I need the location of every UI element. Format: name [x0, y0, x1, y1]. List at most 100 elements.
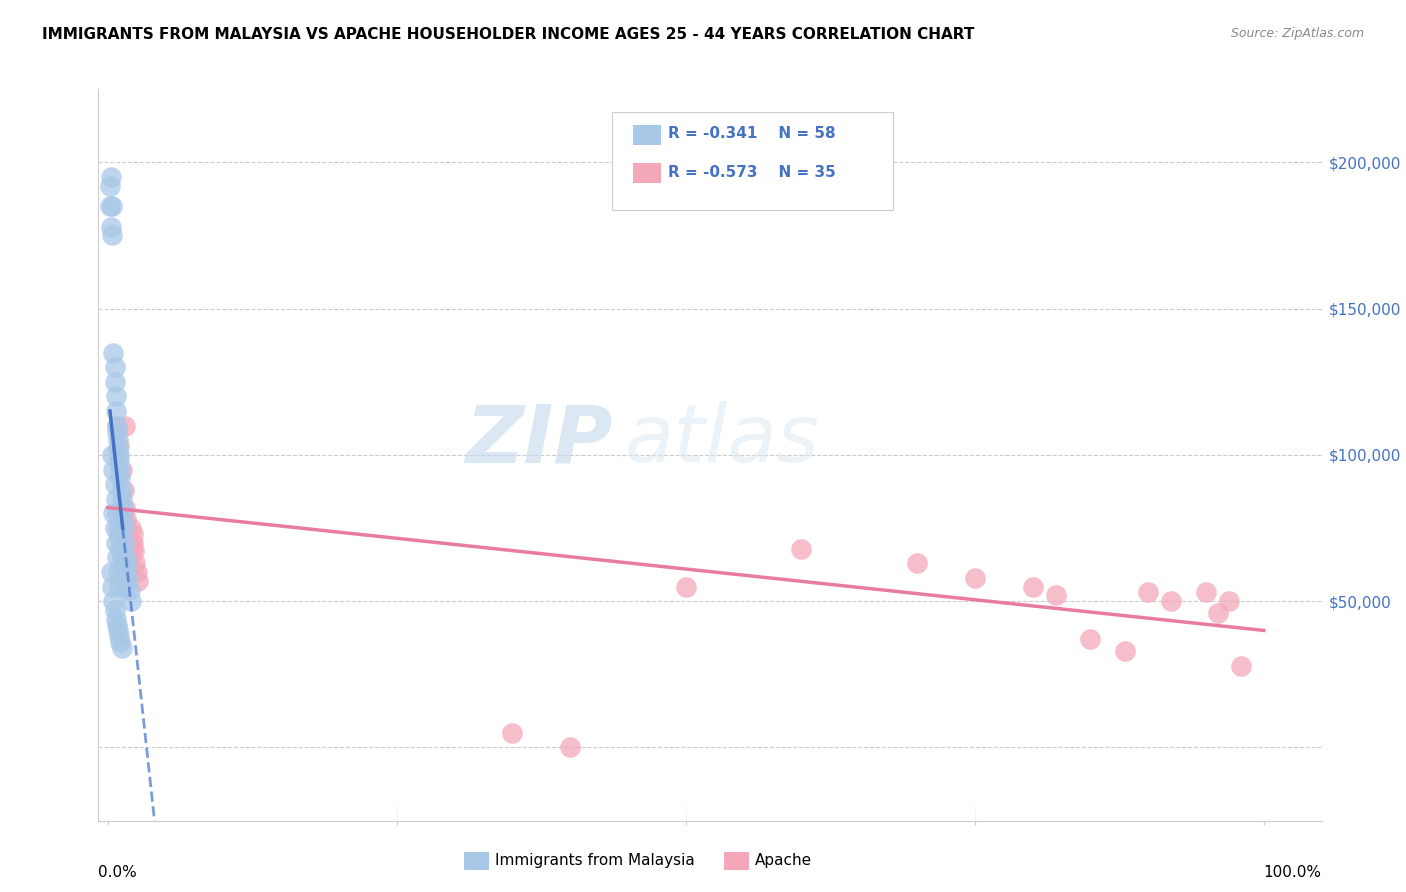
- Point: [110, 462, 132, 476]
- Point: [120, 535, 142, 549]
- Text: ZIP: ZIP: [465, 401, 612, 479]
- Point: [110, 541, 132, 556]
- Point: [107, 434, 129, 448]
- Point: [105, 550, 128, 565]
- Point: [1114, 644, 1136, 658]
- Point: [110, 640, 132, 655]
- Text: Source: ZipAtlas.com: Source: ZipAtlas.com: [1230, 27, 1364, 40]
- Text: Immigrants from Malaysia: Immigrants from Malaysia: [495, 854, 695, 868]
- Point: [111, 500, 134, 515]
- Point: [101, 228, 124, 243]
- Point: [114, 580, 136, 594]
- Point: [122, 544, 145, 558]
- Point: [104, 612, 127, 626]
- Point: [100, 219, 122, 234]
- Point: [114, 418, 136, 433]
- Point: [104, 404, 127, 418]
- Point: [114, 535, 136, 549]
- Point: [107, 624, 129, 638]
- Point: [1218, 594, 1240, 608]
- Point: [790, 541, 813, 556]
- Y-axis label: Householder Income Ages 25 - 44 years: Householder Income Ages 25 - 44 years: [0, 301, 7, 608]
- Point: [105, 418, 128, 433]
- Point: [115, 550, 138, 565]
- Point: [118, 559, 141, 574]
- Point: [110, 462, 132, 476]
- Point: [1137, 585, 1160, 599]
- Point: [112, 483, 135, 497]
- Point: [120, 594, 142, 608]
- Point: [905, 556, 928, 570]
- Point: [108, 530, 131, 544]
- Point: [1206, 606, 1229, 620]
- Point: [104, 521, 127, 535]
- Point: [104, 535, 127, 549]
- Point: [104, 603, 127, 617]
- Point: [100, 565, 122, 579]
- Point: [112, 521, 135, 535]
- Point: [501, 726, 523, 740]
- Point: [104, 477, 127, 491]
- Point: [1080, 632, 1102, 647]
- Point: [110, 635, 132, 649]
- Text: 100.0%: 100.0%: [1264, 864, 1322, 880]
- Point: [104, 491, 127, 506]
- Point: [117, 530, 139, 544]
- Point: [110, 550, 132, 565]
- Point: [1045, 588, 1067, 602]
- Text: atlas: atlas: [624, 401, 820, 479]
- Point: [117, 571, 139, 585]
- Point: [105, 507, 128, 521]
- Point: [112, 571, 135, 585]
- Point: [103, 594, 125, 608]
- Point: [115, 512, 138, 526]
- Point: [1195, 585, 1218, 599]
- Point: [108, 629, 131, 643]
- Point: [104, 360, 127, 375]
- Point: [111, 512, 134, 526]
- Point: [107, 565, 129, 579]
- Text: R = -0.573    N = 35: R = -0.573 N = 35: [668, 165, 835, 179]
- Point: [120, 521, 142, 535]
- Point: [124, 556, 146, 570]
- Point: [110, 483, 132, 497]
- Point: [121, 541, 143, 556]
- Point: [122, 527, 145, 541]
- Point: [98, 178, 121, 193]
- Point: [103, 345, 125, 359]
- Point: [107, 521, 129, 535]
- Point: [103, 462, 125, 476]
- Point: [118, 582, 141, 597]
- Point: [1160, 594, 1182, 608]
- Point: [108, 448, 131, 462]
- Point: [101, 199, 124, 213]
- Point: [107, 442, 129, 456]
- Point: [122, 535, 145, 549]
- Point: [104, 375, 127, 389]
- Point: [117, 559, 139, 574]
- Point: [963, 571, 986, 585]
- Text: R = -0.341    N = 58: R = -0.341 N = 58: [668, 127, 835, 141]
- Text: Apache: Apache: [755, 854, 813, 868]
- Point: [111, 559, 134, 574]
- Point: [105, 425, 128, 439]
- Point: [117, 544, 139, 558]
- Text: 0.0%: 0.0%: [98, 864, 138, 880]
- Point: [110, 471, 132, 485]
- Point: [110, 491, 132, 506]
- Point: [100, 169, 122, 184]
- Point: [108, 580, 131, 594]
- Point: [560, 740, 582, 755]
- Point: [101, 580, 124, 594]
- Point: [105, 617, 128, 632]
- Point: [108, 439, 131, 453]
- Text: IMMIGRANTS FROM MALAYSIA VS APACHE HOUSEHOLDER INCOME AGES 25 - 44 YEARS CORRELA: IMMIGRANTS FROM MALAYSIA VS APACHE HOUSE…: [42, 27, 974, 42]
- Point: [127, 574, 149, 588]
- Point: [98, 199, 121, 213]
- Point: [101, 448, 124, 462]
- Point: [114, 500, 136, 515]
- Point: [105, 418, 128, 433]
- Point: [108, 454, 131, 468]
- Point: [1229, 658, 1251, 673]
- Point: [675, 580, 697, 594]
